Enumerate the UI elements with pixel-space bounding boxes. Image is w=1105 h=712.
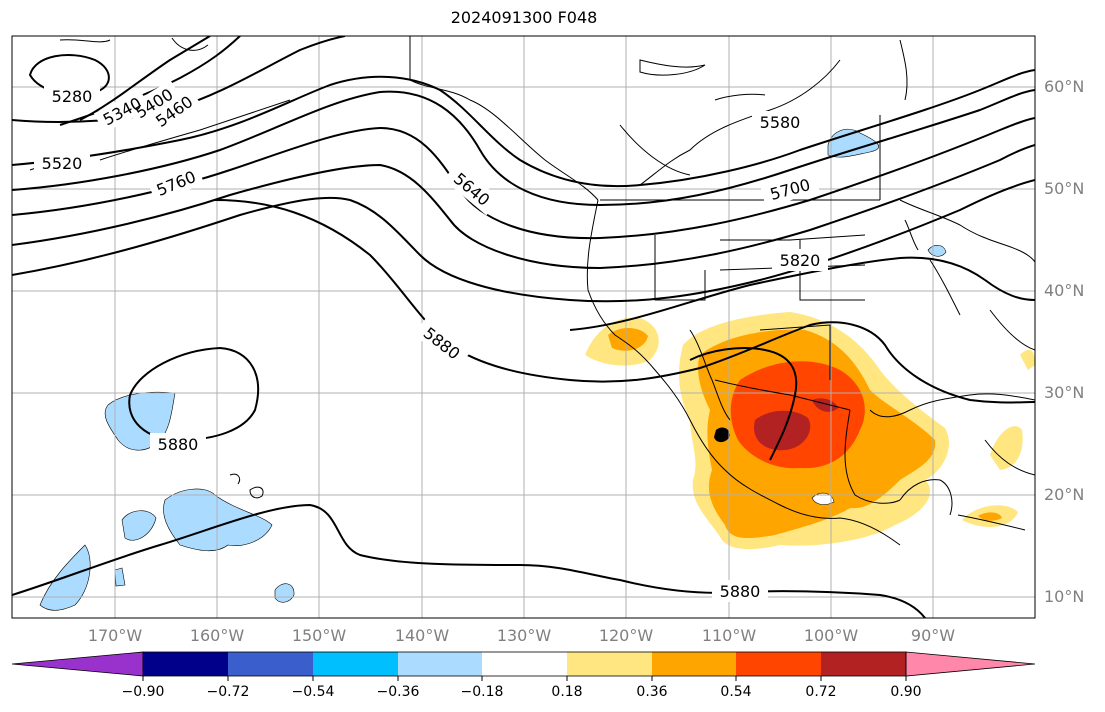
positive-anomaly-peak	[754, 410, 811, 451]
negative-anomaly-small-3	[274, 583, 295, 603]
contour-5760	[12, 179, 1035, 303]
contour-5640	[12, 117, 1035, 240]
height-contours	[12, 36, 1035, 618]
contour-5400	[59, 36, 241, 126]
contour-5700	[12, 144, 1035, 270]
contour-5580	[12, 89, 1035, 207]
colorbar-tick-label: 0.36	[636, 684, 668, 700]
colorbar-tick-label: 0.54	[720, 684, 752, 700]
colorbar-tick-label: −0.54	[291, 684, 335, 700]
colorbar-bin	[567, 652, 652, 676]
colorbar-tick-label: −0.36	[376, 684, 420, 700]
map-frame	[11, 35, 1036, 619]
contour-label-5820: 5820	[780, 251, 821, 270]
positive-anomaly-east	[1020, 349, 1035, 370]
lon-label-170w: 170°W	[87, 626, 143, 645]
positive-anomaly-baja-core	[608, 327, 648, 351]
negative-anomaly-small-1	[121, 510, 157, 541]
contour-5880-south	[12, 503, 926, 618]
map-panel: 5280 5340 5400 5460 5520 5760 5580 5640 …	[12, 36, 1035, 618]
contour-label-backgrounds	[34, 79, 828, 602]
colorbar-bin	[482, 652, 567, 676]
colorbar-bin	[228, 652, 313, 676]
anomaly-shading	[39, 129, 1035, 611]
lon-label-140w: 140°W	[394, 626, 450, 645]
negative-anomaly-midwest	[927, 245, 947, 257]
colorbar-bin	[143, 652, 228, 676]
positive-anomaly-gulf	[990, 426, 1023, 470]
contour-5460	[12, 36, 346, 123]
colorbar-bin	[398, 652, 482, 676]
contour-5520	[12, 69, 1035, 188]
colorbar-bin	[821, 652, 906, 676]
contour-label-5580: 5580	[760, 113, 801, 132]
colorbar-bin	[652, 652, 736, 676]
lon-label-120w: 120°W	[598, 626, 654, 645]
lat-label-50n: 50°N	[1044, 179, 1085, 198]
lat-label-40n: 40°N	[1044, 281, 1085, 300]
contour-5820	[569, 256, 1035, 331]
lat-label-10n: 10°N	[1044, 587, 1085, 606]
lon-label-110w: 110°W	[701, 626, 757, 645]
colorbar-tick-label: −0.72	[206, 684, 250, 700]
negative-anomaly-dot	[714, 427, 730, 443]
colorbar-tick-label: 0.90	[890, 684, 922, 700]
lon-label-90w: 90°W	[910, 626, 956, 645]
negative-anomaly-mexico-hole	[811, 492, 835, 505]
lon-label-160w: 160°W	[189, 626, 245, 645]
colorbar-max-extension	[905, 651, 1036, 677]
colorbar-bin	[736, 652, 821, 676]
colorbar-tick-label: 0.18	[551, 684, 583, 700]
colorbar-min-extension	[11, 651, 144, 677]
lon-label-130w: 130°W	[496, 626, 552, 645]
contour-5340	[79, 36, 211, 121]
negative-anomaly-small-4	[114, 567, 126, 587]
positive-anomaly-caribbean-core	[978, 512, 1002, 521]
contour-label-5520: 5520	[42, 154, 83, 173]
colorbar-tick-label: 0.72	[805, 684, 837, 700]
colorbar-tick-label: −0.18	[460, 684, 504, 700]
map-title: 2024091300 F048	[450, 8, 598, 27]
lat-label-60n: 60°N	[1044, 77, 1085, 96]
contour-label-5880-south: 5880	[720, 582, 761, 601]
lon-label-150w: 150°W	[291, 626, 347, 645]
colorbar-outline	[142, 651, 907, 677]
contour-label-5280: 5280	[52, 87, 93, 106]
lat-label-20n: 20°N	[1044, 485, 1085, 504]
contour-mexico-inner	[689, 347, 798, 461]
contour-5880-main	[214, 199, 1035, 404]
colorbar	[11, 651, 1036, 681]
colorbar-tick-label: −0.90	[121, 684, 165, 700]
lon-label-100w: 100°W	[803, 626, 859, 645]
colorbar-bin	[313, 652, 398, 676]
contour-label-5880-closed: 5880	[158, 435, 199, 454]
lat-label-30n: 30°N	[1044, 383, 1085, 402]
